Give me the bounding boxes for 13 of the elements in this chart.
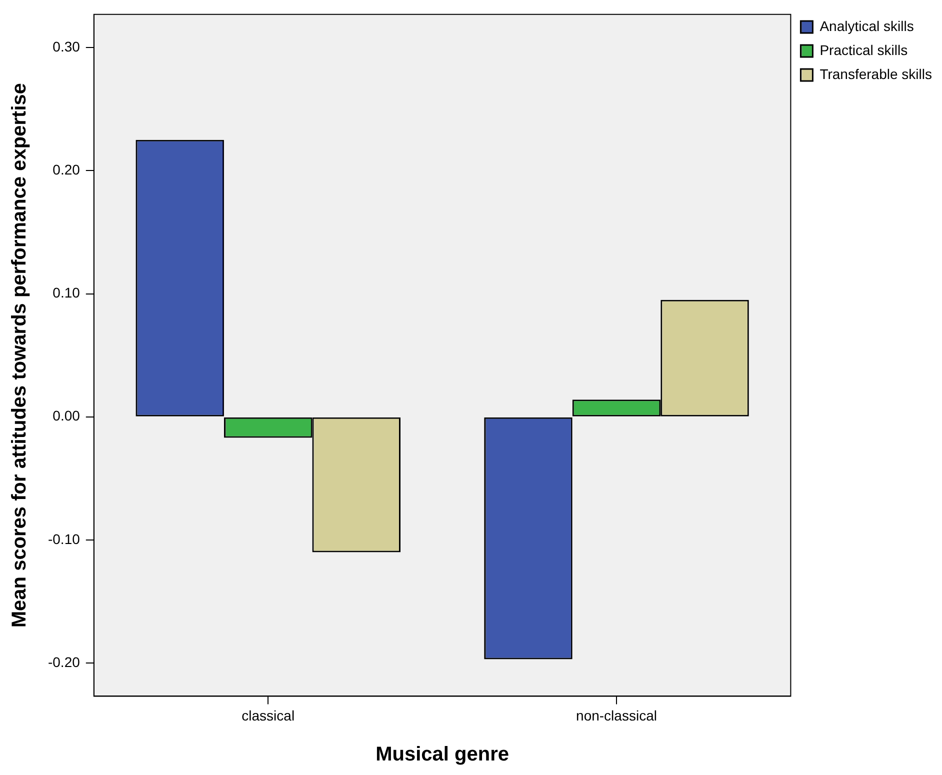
legend-label: Analytical skills: [820, 18, 914, 34]
legend-label: Practical skills: [820, 42, 908, 58]
y-tick-label: -0.20: [48, 654, 80, 670]
y-tick-label: -0.10: [48, 530, 80, 547]
x-axis-title: Musical genre: [376, 744, 510, 766]
y-tick-label: 0.00: [52, 408, 80, 424]
y-tick-label: 0.10: [52, 284, 80, 301]
y-tick-label: 0.30: [52, 38, 80, 54]
x-tick-label: classical: [242, 707, 295, 724]
legend-label: Transferable skills: [820, 66, 932, 82]
x-tick-label: non-classical: [576, 707, 657, 724]
y-axis-title: Mean scores for attitudes towards performance expertise: [8, 82, 31, 628]
y-tick-label: 0.20: [52, 162, 80, 178]
